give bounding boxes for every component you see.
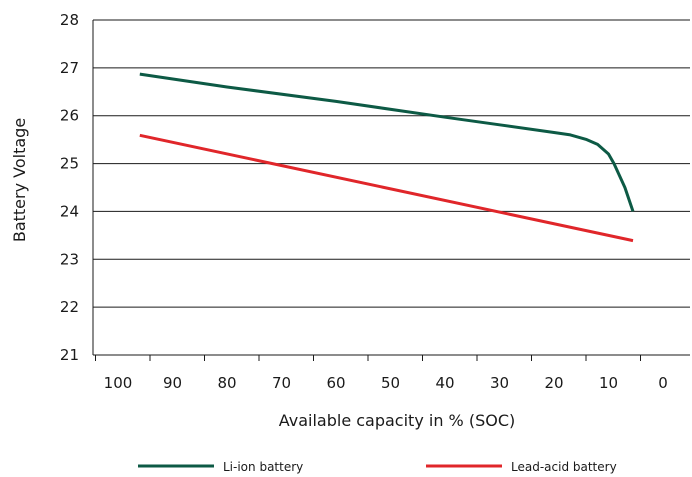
x-tick-label: 0 [658,374,668,392]
y-tick-labels: 21 22 23 24 25 26 27 28 [60,11,79,364]
x-tick-label: 60 [326,374,345,392]
y-tick-label: 26 [60,107,79,125]
x-tick-label: 80 [217,374,236,392]
y-tick-label: 25 [60,155,79,173]
y-tick-label: 23 [60,250,79,268]
x-tick-label: 40 [435,374,454,392]
series-lines [139,72,635,243]
y-tick-label: 24 [60,202,79,220]
grid-lines [93,19,690,356]
x-tick-label: 70 [272,374,291,392]
x-tick-label: 90 [163,374,182,392]
legend: Li-ion battery Lead-acid battery [138,460,617,474]
x-tick-labels: 100 90 80 70 60 50 40 30 20 10 0 [104,374,668,392]
x-tick-label: 20 [544,374,563,392]
legend-label-0: Li-ion battery [223,460,303,474]
y-axis-label: Battery Voltage [10,118,29,242]
y-tick-label: 21 [60,346,79,364]
x-tick-label: 100 [104,374,133,392]
legend-label-1: Lead-acid battery [511,460,617,474]
y-tick-label: 27 [60,59,79,77]
series-line-1 [139,133,634,243]
y-tick-label: 28 [60,11,79,29]
x-tick-label: 10 [599,374,618,392]
x-tick-label: 30 [490,374,509,392]
x-axis-label: Available capacity in % (SOC) [279,411,516,430]
series-line-0 [139,72,635,212]
axes [92,20,690,361]
y-tick-label: 22 [60,298,79,316]
x-tick-label: 50 [381,374,400,392]
